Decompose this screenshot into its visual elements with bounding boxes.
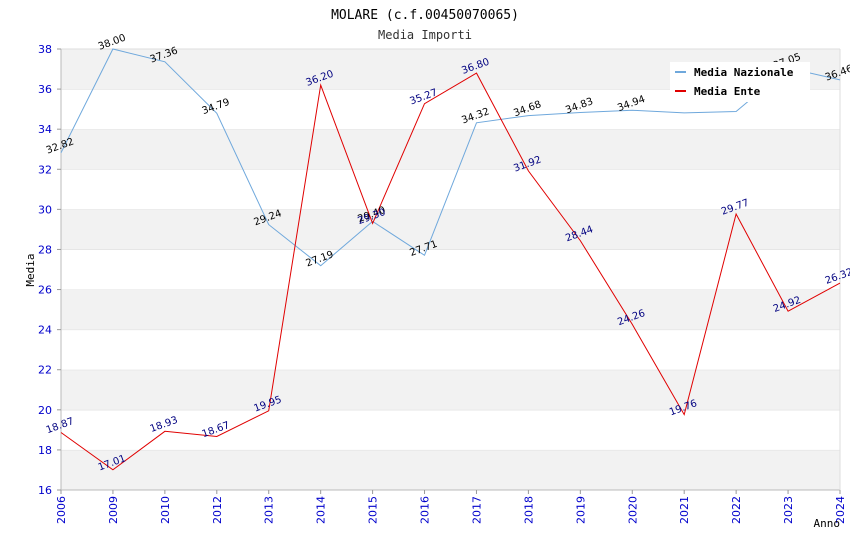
x-tick-label: 2016 [419,496,432,524]
x-axis-title: Anno [814,517,841,530]
series-lines [60,48,841,471]
y-tick-label: 20 [38,404,52,417]
y-tick-label: 30 [38,203,52,216]
grid-band [61,129,840,170]
x-tick-label: 2024 [834,496,847,524]
y-tick-label: 38 [38,43,52,56]
y-tick-label: 28 [38,243,52,256]
x-tick-label: 2023 [782,496,795,524]
x-tick-label: 2020 [626,496,639,524]
x-tick-label: 2010 [159,496,172,524]
y-axis-title: Media [24,253,37,286]
chart-subtitle: Media Importi [378,28,472,42]
y-tick-label: 24 [38,324,52,337]
legend-label: Media Nazionale [694,66,794,79]
y-tick-label: 18 [38,444,52,457]
grid-bands [61,48,840,490]
grid-band [61,449,840,490]
legend-box [670,62,810,102]
y-tick-label: 26 [38,284,52,297]
x-tick-label: 2012 [211,496,224,524]
x-tick-label: 2013 [263,496,276,524]
grid-band [61,369,840,410]
x-tick-label: 2015 [367,496,380,524]
axes [60,49,841,491]
x-tick-label: 2017 [470,496,483,524]
legend: Media Nazionale Media Ente [670,62,810,102]
y-tick-label: 16 [38,484,52,497]
y-tick-label: 36 [38,83,52,96]
legend-label: Media Ente [694,85,761,98]
y-tick-label: 22 [38,364,52,377]
series-line-media-ente [60,72,841,471]
x-axis-ticks: 2006 2009 2010 2012 2013 2014 2015 2016 2017 2018… [55,490,847,524]
grid-band [61,209,840,250]
x-tick-label: 2006 [55,496,68,524]
x-tick-label: 2014 [315,496,328,524]
x-tick-label: 2022 [730,496,743,524]
x-tick-label: 2018 [522,496,535,524]
series-line-media-nazionale [60,48,841,267]
x-tick-label: 2009 [107,496,120,524]
x-tick-label: 2019 [574,496,587,524]
y-tick-label: 34 [38,123,52,136]
grid-band [61,289,840,330]
grid-band [61,409,840,450]
chart-title: MOLARE (c.f.00450070065) [331,8,519,23]
x-tick-label: 2021 [678,496,691,524]
grid-band [61,249,840,290]
y-tick-label: 32 [38,163,52,176]
grid-band [61,329,840,370]
y-axis-ticks: 16 18 20 22 24 26 28 30 32 34 36 38 [38,43,61,497]
